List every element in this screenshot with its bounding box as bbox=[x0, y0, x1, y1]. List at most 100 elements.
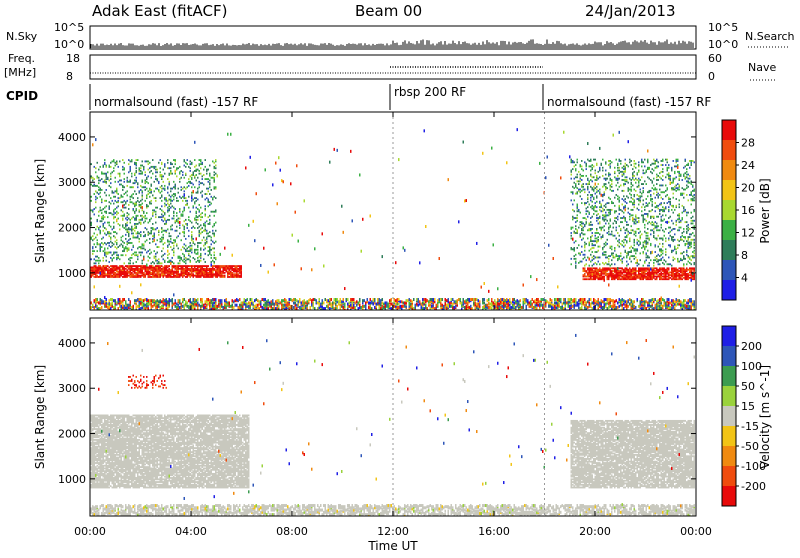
range-gate-cell bbox=[107, 177, 109, 179]
range-gate-cell bbox=[97, 239, 99, 241]
freq-label: Freq. bbox=[8, 52, 35, 65]
range-gate-cell bbox=[131, 218, 133, 220]
range-gate-cell bbox=[101, 238, 103, 240]
range-gate-cell bbox=[211, 177, 213, 179]
range-gate-cell bbox=[167, 209, 169, 211]
range-gate-cell bbox=[172, 173, 174, 175]
range-gate-cell bbox=[137, 254, 139, 256]
range-gate-cell bbox=[167, 261, 169, 263]
range-gate-cell bbox=[154, 181, 156, 183]
range-gate-cell bbox=[134, 230, 136, 232]
range-gate-cell bbox=[155, 197, 157, 199]
range-gate-cell bbox=[170, 262, 172, 265]
range-gate-cell bbox=[167, 239, 169, 241]
range-gate-cell bbox=[134, 237, 136, 239]
range-gate-cell bbox=[172, 218, 174, 220]
range-gate-cell bbox=[104, 173, 106, 175]
range-gate-cell bbox=[145, 227, 147, 229]
range-gate-cell bbox=[97, 234, 99, 236]
range-gate-cell bbox=[175, 239, 177, 241]
range-gate-cell bbox=[178, 235, 180, 237]
range-gate-cell bbox=[164, 218, 166, 220]
range-gate-cell bbox=[184, 258, 186, 260]
range-gate-cell bbox=[115, 237, 117, 239]
range-gate-cell bbox=[184, 220, 186, 222]
range-gate-cell bbox=[115, 181, 117, 183]
range-gate-cell bbox=[232, 272, 234, 274]
range-gate-cell bbox=[115, 165, 117, 167]
range-gate-cell bbox=[139, 201, 141, 203]
range-gate-cell bbox=[187, 301, 189, 304]
range-gate-cell bbox=[206, 197, 208, 199]
range-gate-cell bbox=[136, 265, 138, 267]
range-gate-cell bbox=[202, 231, 204, 233]
range-gate-cell bbox=[200, 224, 202, 226]
range-gate-cell bbox=[148, 169, 150, 171]
range-gate-cell bbox=[136, 193, 138, 195]
range-gate-cell bbox=[116, 252, 118, 254]
range-gate-cell bbox=[109, 235, 111, 237]
range-gate-cell bbox=[137, 223, 139, 225]
range-gate-cell bbox=[136, 252, 138, 254]
range-gate-cell bbox=[131, 173, 133, 175]
range-gate-cell bbox=[146, 252, 148, 254]
range-gate-cell bbox=[158, 189, 160, 191]
range-gate-cell bbox=[179, 262, 181, 264]
range-gate-cell bbox=[103, 250, 105, 252]
range-gate-cell bbox=[212, 265, 214, 267]
range-gate-cell bbox=[193, 238, 195, 240]
range-gate-cell bbox=[95, 171, 97, 173]
range-gate-cell bbox=[211, 203, 213, 205]
range-gate-cell bbox=[118, 212, 120, 214]
range-gate-cell bbox=[194, 159, 196, 161]
range-gate-cell bbox=[95, 246, 97, 248]
range-gate-cell bbox=[163, 188, 165, 190]
range-gate-cell bbox=[92, 235, 94, 237]
range-gate-cell bbox=[193, 184, 195, 186]
range-gate-cell bbox=[155, 228, 157, 230]
range-gate-cell bbox=[148, 250, 150, 252]
range-gate-cell bbox=[124, 200, 126, 202]
range-gate-cell bbox=[196, 253, 198, 255]
range-gate-cell bbox=[197, 245, 199, 247]
range-gate-cell bbox=[131, 291, 133, 294]
range-gate-cell bbox=[157, 299, 159, 302]
range-gate-cell bbox=[118, 205, 120, 207]
range-gate-cell bbox=[137, 235, 139, 237]
range-gate-cell bbox=[94, 258, 96, 260]
range-gate-cell bbox=[115, 200, 117, 202]
range-gate-cell bbox=[124, 162, 126, 164]
range-gate-cell bbox=[230, 305, 232, 308]
range-gate-cell bbox=[160, 265, 162, 267]
range-gate-cell bbox=[145, 220, 147, 222]
range-gate-cell bbox=[209, 204, 211, 206]
range-gate-cell bbox=[185, 197, 187, 199]
range-gate-cell bbox=[191, 162, 193, 164]
range-gate-cell bbox=[178, 256, 180, 258]
range-gate-cell bbox=[103, 165, 105, 167]
range-gate-cell bbox=[127, 215, 129, 217]
range-gate-cell bbox=[157, 262, 159, 264]
range-gate-cell bbox=[152, 212, 154, 214]
range-gate-cell bbox=[107, 222, 109, 224]
range-gate-cell bbox=[134, 203, 136, 205]
range-gate-cell bbox=[128, 204, 130, 206]
nsearch-label: N.Search bbox=[745, 30, 795, 43]
range-gate-cell bbox=[124, 227, 126, 229]
range-gate-cell bbox=[209, 193, 211, 195]
range-gate-cell bbox=[134, 173, 136, 175]
range-gate-cell bbox=[191, 182, 193, 184]
range-gate-cell bbox=[157, 171, 159, 173]
range-gate-cell bbox=[136, 223, 138, 225]
range-gate-cell bbox=[128, 271, 130, 273]
range-gate-cell bbox=[194, 175, 196, 177]
range-gate-cell bbox=[155, 273, 157, 275]
range-gate-cell bbox=[115, 272, 117, 274]
range-gate-cell bbox=[137, 159, 139, 161]
range-gate-cell bbox=[109, 242, 111, 244]
range-gate-cell bbox=[97, 197, 99, 199]
header: Adak East (fitACF) Beam 00 24/Jan/2013 bbox=[92, 2, 676, 20]
range-gate-cell bbox=[113, 243, 115, 245]
range-gate-cell bbox=[139, 246, 141, 248]
range-gate-cell bbox=[185, 173, 187, 175]
